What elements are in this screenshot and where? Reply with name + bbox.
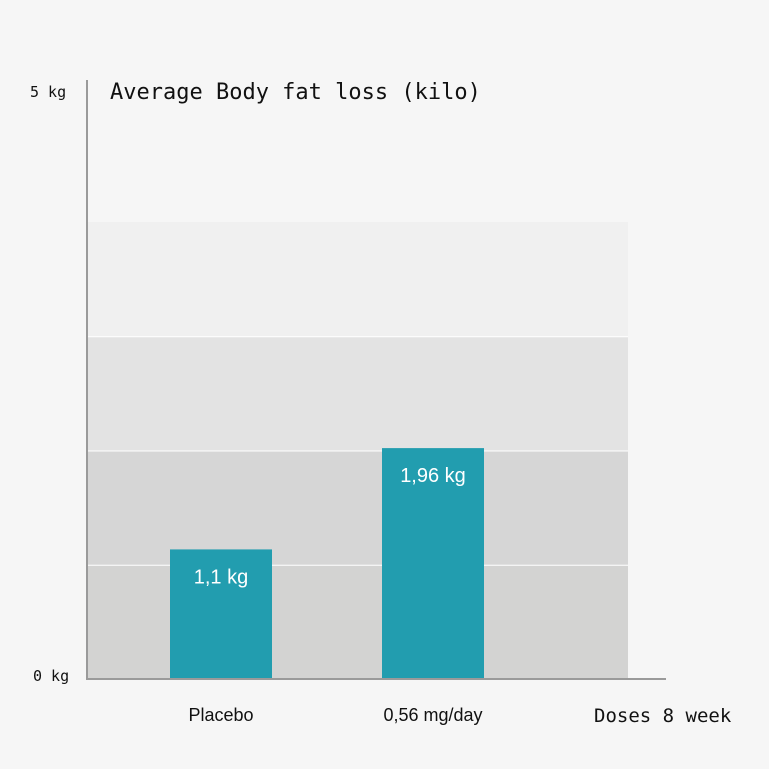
- y-tick-label-top: 5 kg: [30, 83, 66, 101]
- axes: [86, 80, 666, 680]
- x-axis-label: Doses 8 week: [594, 705, 732, 727]
- bar-data-label: 1,96 kg: [400, 465, 466, 487]
- category-label: 0,56 mg/day: [383, 705, 482, 725]
- labels: 1,1 kg Placebo 1,96 kg 0,56 mg/day: [188, 465, 482, 725]
- background-bands: [87, 221, 628, 679]
- background-band: [87, 336, 628, 451]
- background-band: [87, 221, 628, 337]
- bars: [170, 448, 484, 679]
- bar: [170, 549, 272, 679]
- bar-data-label: 1,1 kg: [194, 566, 248, 588]
- bar: [382, 448, 484, 679]
- category-label: Placebo: [188, 705, 253, 725]
- background-band: [87, 564, 628, 679]
- y-tick-label-bottom: 0 kg: [33, 667, 69, 685]
- chart-title: Average Body fat loss (kilo): [110, 80, 481, 105]
- background-band: [87, 450, 628, 565]
